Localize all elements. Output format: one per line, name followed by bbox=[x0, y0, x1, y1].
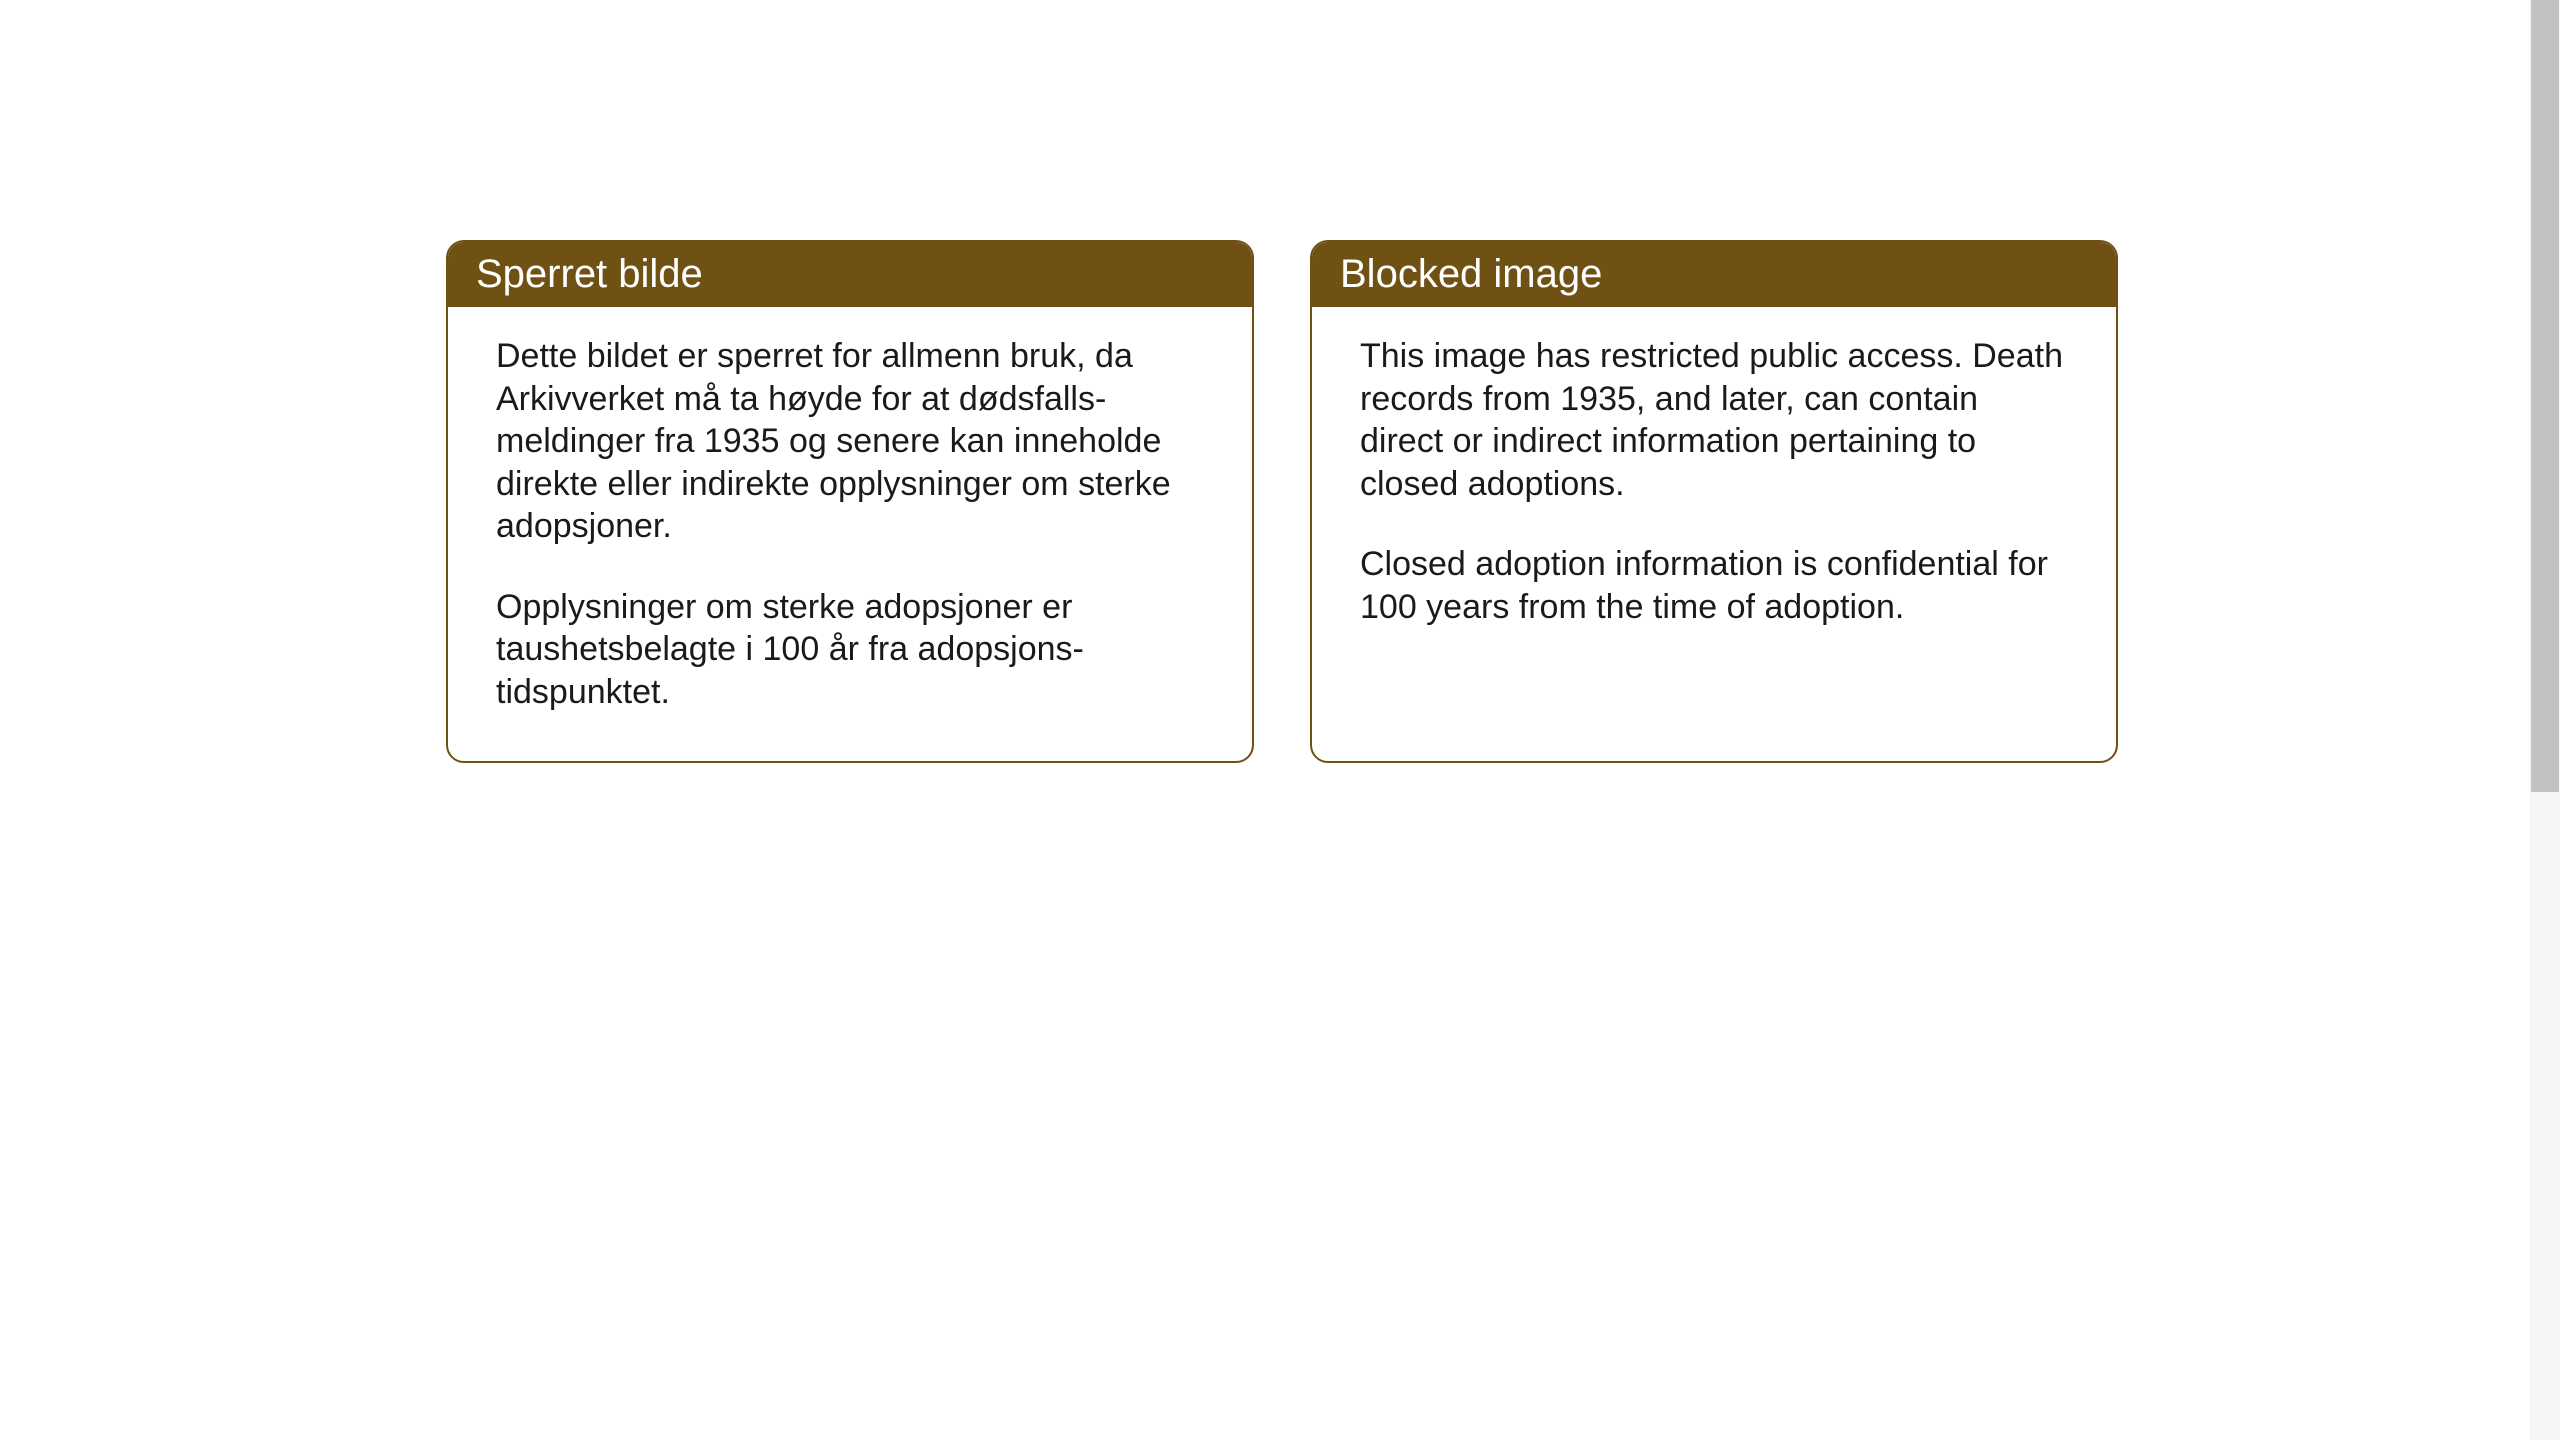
card-paragraph-1-english: This image has restricted public access.… bbox=[1360, 335, 2068, 505]
card-body-english: This image has restricted public access.… bbox=[1312, 307, 2116, 727]
card-header-english: Blocked image bbox=[1312, 242, 2116, 307]
card-body-norwegian: Dette bildet er sperret for allmenn bruk… bbox=[448, 307, 1252, 761]
notice-cards-container: Sperret bilde Dette bildet er sperret fo… bbox=[446, 240, 2118, 763]
card-paragraph-2-english: Closed adoption information is confident… bbox=[1360, 543, 2068, 628]
vertical-scrollbar-thumb[interactable] bbox=[2531, 0, 2559, 792]
card-title-norwegian: Sperret bilde bbox=[476, 252, 703, 296]
vertical-scrollbar-track[interactable] bbox=[2530, 0, 2560, 1440]
card-paragraph-1-norwegian: Dette bildet er sperret for allmenn bruk… bbox=[496, 335, 1204, 548]
notice-card-norwegian: Sperret bilde Dette bildet er sperret fo… bbox=[446, 240, 1254, 763]
card-header-norwegian: Sperret bilde bbox=[448, 242, 1252, 307]
card-paragraph-2-norwegian: Opplysninger om sterke adopsjoner er tau… bbox=[496, 586, 1204, 714]
card-title-english: Blocked image bbox=[1340, 252, 1602, 296]
notice-card-english: Blocked image This image has restricted … bbox=[1310, 240, 2118, 763]
